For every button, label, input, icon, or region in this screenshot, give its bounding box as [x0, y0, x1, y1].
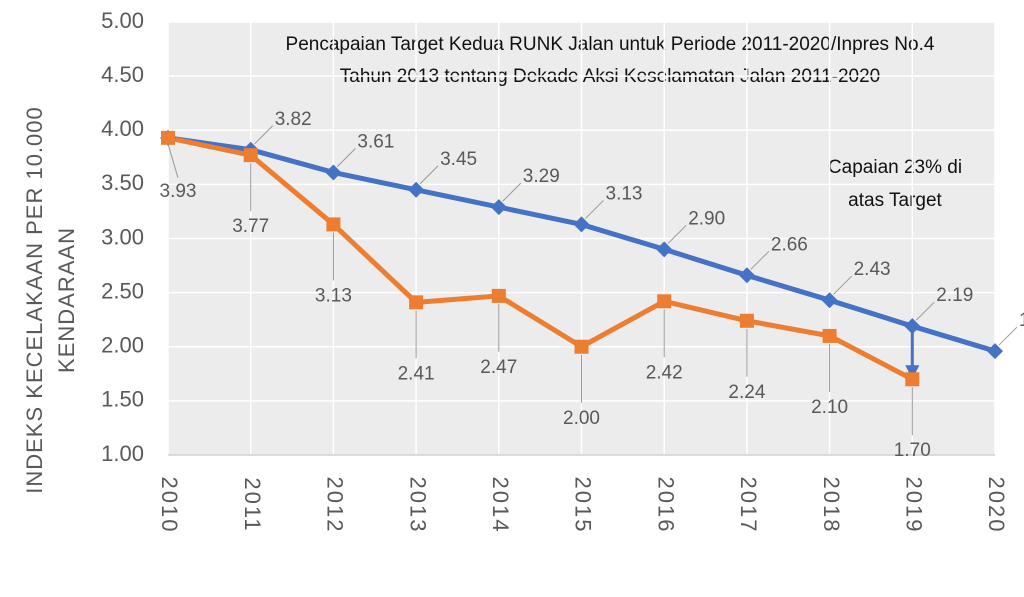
- leader-line: [667, 224, 687, 244]
- data-label: 2.47: [480, 357, 517, 378]
- leader-line: [419, 165, 439, 185]
- marker: [491, 288, 506, 303]
- data-label: 3.13: [315, 285, 352, 306]
- x-tick-label: 2019: [901, 477, 926, 534]
- data-label: 3.13: [606, 183, 643, 204]
- leader-line: [502, 182, 522, 202]
- x-tick-label: 2014: [488, 477, 513, 534]
- marker: [657, 294, 672, 309]
- x-tick-label: 2017: [736, 477, 761, 534]
- y-tick-label: 2.50: [101, 278, 144, 303]
- leader-line: [998, 326, 1018, 346]
- x-tick-label: 2010: [157, 477, 182, 534]
- leader-line: [915, 301, 935, 321]
- data-label: 3.45: [440, 149, 477, 170]
- marker: [325, 164, 342, 181]
- y-axis-title: INDEKS KECELAKAAN PER 10.000: [22, 106, 47, 494]
- y-tick-label: 2.00: [101, 333, 144, 358]
- data-label: 2.00: [563, 408, 600, 429]
- marker: [656, 241, 673, 258]
- chart-title: Pencapaian Target Kedua RUNK Jalan untuk…: [286, 34, 935, 55]
- data-label: 2.90: [688, 208, 725, 229]
- marker: [739, 313, 754, 328]
- series-line: [167, 135, 914, 382]
- leader-line: [833, 275, 852, 295]
- marker: [326, 217, 341, 232]
- marker: [904, 318, 921, 335]
- y-tick-label: 3.50: [101, 170, 144, 195]
- leader-line: [167, 143, 179, 178]
- data-label: 3.29: [523, 166, 560, 187]
- x-tick-label: 2016: [653, 477, 678, 534]
- leader-line: [254, 125, 274, 145]
- data-label: 2.10: [811, 397, 848, 418]
- data-label: 2.42: [646, 362, 683, 383]
- marker: [738, 267, 755, 284]
- y-tick-label: 1.50: [101, 387, 144, 412]
- marker: [408, 181, 425, 198]
- data-label: 1.96: [1019, 310, 1024, 331]
- x-tick-label: 2012: [323, 477, 348, 534]
- x-tick-label: 2018: [819, 477, 844, 534]
- data-label: 3.77: [232, 216, 269, 237]
- data-label: 3.61: [357, 131, 394, 152]
- annotation: Capaian 23% di: [828, 157, 962, 178]
- y-tick-label: 4.50: [101, 62, 144, 87]
- leader-line: [585, 200, 604, 219]
- x-tick-label: 2013: [405, 477, 430, 534]
- marker: [490, 199, 507, 216]
- marker: [243, 148, 258, 163]
- marker: [574, 339, 589, 354]
- marker: [409, 295, 424, 310]
- data-label: 2.66: [771, 234, 808, 255]
- data-label: 1.70: [894, 440, 931, 461]
- data-label: 2.24: [728, 382, 765, 403]
- annotation: atas Target: [848, 190, 942, 211]
- marker: [987, 343, 1003, 360]
- data-label: 3.93: [160, 181, 197, 202]
- y-axis-title: KENDARAAN: [54, 227, 79, 373]
- x-tick-label: 2011: [240, 477, 265, 532]
- x-tick-label: 2015: [571, 477, 596, 534]
- y-tick-label: 1.00: [101, 441, 144, 466]
- x-tick-label: 2020: [984, 477, 1009, 534]
- data-label: 2.41: [398, 363, 435, 384]
- leader-line: [337, 148, 356, 167]
- leader-line: [750, 250, 770, 270]
- data-label: 3.82: [275, 109, 312, 130]
- marker: [573, 216, 590, 233]
- marker: [161, 130, 175, 145]
- marker: [821, 292, 838, 309]
- marker: [822, 328, 837, 343]
- data-label: 2.19: [936, 285, 973, 306]
- data-label: 2.43: [854, 259, 891, 280]
- marker: [905, 372, 920, 387]
- y-tick-label: 4.00: [101, 116, 144, 141]
- y-tick-label: 3.00: [101, 224, 144, 249]
- y-tick-label: 5.00: [101, 8, 144, 33]
